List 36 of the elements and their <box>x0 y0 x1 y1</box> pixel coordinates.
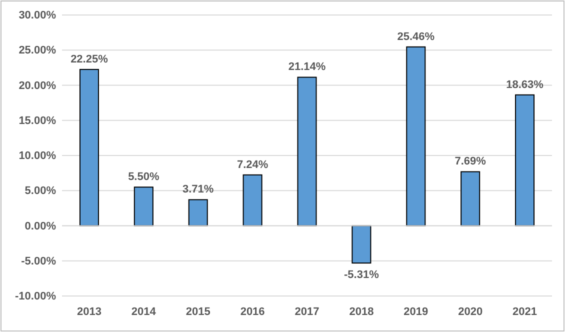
bar <box>352 225 372 264</box>
bar <box>297 76 317 226</box>
data-label: 3.71% <box>182 184 214 196</box>
x-tick-label: 2014 <box>131 306 157 318</box>
bar <box>79 68 99 226</box>
x-tick-label: 2017 <box>294 306 320 318</box>
x-tick-label: 2013 <box>76 306 102 318</box>
data-label: -5.31% <box>344 269 380 282</box>
bar <box>242 174 262 226</box>
y-tick-label: 15.00% <box>18 114 56 127</box>
data-label: 18.63% <box>506 78 544 91</box>
y-tick-label: 0.00% <box>24 220 56 232</box>
y-tick-label: 5.00% <box>24 185 56 198</box>
data-label: 7.69% <box>454 156 486 168</box>
x-tick-label: 2021 <box>512 306 538 318</box>
bar <box>134 186 154 226</box>
y-tick-label: 10.00% <box>18 150 56 162</box>
y-tick-label: 20.00% <box>18 80 56 92</box>
bar <box>406 46 426 226</box>
data-label: 21.14% <box>288 61 326 74</box>
y-tick-label: -10.00% <box>15 290 56 303</box>
data-label: 5.50% <box>128 171 160 184</box>
data-label: 7.24% <box>236 158 268 171</box>
data-label: 25.46% <box>397 30 435 43</box>
bar <box>188 199 208 226</box>
y-tick-label: 30.00% <box>18 10 56 22</box>
x-tick-label: 2019 <box>404 306 428 318</box>
bar <box>515 94 535 226</box>
y-tick-label: 25.00% <box>18 44 56 57</box>
x-tick-label: 2020 <box>458 306 483 318</box>
x-tick-label: 2016 <box>240 306 265 318</box>
data-label: 22.25% <box>70 53 108 66</box>
y-tick-label: -5.00% <box>21 255 56 268</box>
x-tick-label: 2015 <box>186 306 210 318</box>
x-tick-label: 2018 <box>349 306 374 318</box>
bar <box>460 171 480 226</box>
